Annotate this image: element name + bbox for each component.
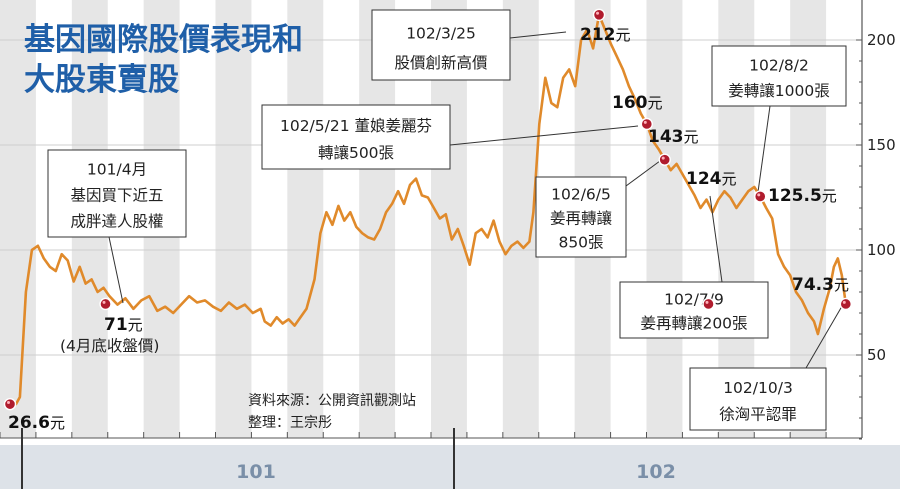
price-label: 71元 [104, 315, 143, 335]
callout-text: 850張 [558, 233, 603, 251]
price-line [10, 13, 848, 406]
callout-text: 102/7/9 [664, 291, 724, 309]
month-stripe-2011-11 [0, 0, 36, 438]
callout-text: 徐洶平認罪 [719, 405, 797, 423]
chart-title-line-1: 基因國際股價表現和 [24, 22, 303, 58]
x-tick-label-102: 102 [636, 461, 676, 483]
callout-frame [689, 367, 827, 431]
callout-leaders [108, 31, 846, 369]
callout-text: 102/3/25 [406, 24, 476, 42]
price-label: 124元 [686, 169, 737, 189]
callout-text: 102/5/21 董娘姜麗芬 [280, 117, 432, 135]
y-tick-label: 100 [867, 241, 896, 259]
callout-text: 成胖達人股權 [70, 213, 163, 231]
callout-box: 102/8/2 姜轉讓1000張 [711, 45, 847, 107]
callout-box: 102/6/5 姜再轉讓 850張 [535, 176, 627, 258]
callout-frame [371, 9, 511, 81]
price-label-note: (4月底收盤價) [60, 337, 159, 355]
y-tick-label: 50 [867, 346, 886, 364]
month-stripe-2012-05 [215, 0, 252, 438]
price-label: 125.5元 [768, 186, 837, 206]
price-marker [839, 297, 852, 311]
callout-frame [619, 281, 769, 339]
y-tick-label: 150 [867, 136, 896, 154]
price-labels: 26.6元 71元 (4月底收盤價) 212元 160元 143元 124元 125.5元 74… [8, 25, 849, 433]
callout-text: 姜轉讓1000張 [728, 81, 829, 100]
callout-frame [47, 149, 187, 238]
callout-frame [711, 45, 847, 107]
compiler-note: 整理：王宗彤 [248, 415, 332, 431]
price-marker [592, 8, 606, 22]
callout-frame [535, 176, 627, 258]
price-marker [658, 153, 671, 166]
price-markers [3, 8, 852, 411]
price-label: 74.3元 [792, 275, 849, 295]
price-label: 212元 [580, 25, 631, 45]
callout-box: 102/10/3 徐洶平認罪 [689, 367, 827, 431]
callout-frame [261, 104, 451, 170]
callout-text: 股價創新高價 [394, 54, 488, 72]
price-label: 160元 [612, 93, 663, 113]
price-marker [754, 190, 767, 203]
x-axis-band [0, 445, 900, 489]
price-marker [640, 117, 653, 131]
callout-text: 轉讓500張 [318, 143, 394, 162]
x-tick-label-101: 101 [236, 461, 276, 483]
callout-text: 基因買下近五 [70, 187, 163, 205]
callout-text: 姜再轉讓 [550, 209, 613, 228]
callout-box: 102/7/9 姜再轉讓200張 [619, 281, 769, 339]
price-label: 143元 [648, 127, 699, 147]
chart-title-line-2: 大股東賣股 [24, 62, 179, 98]
price-marker [702, 297, 715, 311]
source-note: 資料來源：公開資訊觀測站 [248, 393, 416, 409]
price-label: 26.6元 [8, 413, 65, 433]
y-tick-label: 200 [867, 31, 896, 49]
price-marker [99, 297, 112, 311]
callout-text: 101/4月 [87, 161, 147, 179]
month-stripe-2013-05 [646, 0, 683, 438]
callout-text: 姜再轉讓200張 [640, 313, 747, 332]
callout-text: 102/10/3 [723, 379, 793, 397]
price-marker [3, 397, 17, 411]
callout-text: 102/8/2 [749, 56, 809, 74]
callout-box: 102/3/25 股價創新高價 [371, 9, 511, 81]
month-stripe-2012-07 [287, 0, 324, 438]
callout-text: 102/6/5 [551, 186, 611, 204]
